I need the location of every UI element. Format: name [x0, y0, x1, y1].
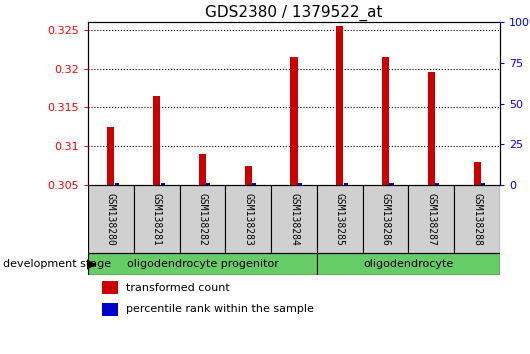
- Text: GSM138282: GSM138282: [198, 193, 207, 245]
- Bar: [225, 185, 271, 253]
- Text: GSM138283: GSM138283: [243, 193, 253, 245]
- Bar: [180, 185, 225, 253]
- Bar: [382, 57, 389, 185]
- Bar: [409, 185, 454, 253]
- Bar: [390, 183, 394, 185]
- Bar: [290, 57, 298, 185]
- Bar: [102, 281, 118, 294]
- Bar: [252, 183, 256, 185]
- Bar: [271, 185, 317, 253]
- Bar: [115, 183, 119, 185]
- Bar: [206, 183, 210, 185]
- Bar: [199, 154, 206, 185]
- Text: GSM138281: GSM138281: [152, 193, 162, 245]
- Text: development stage: development stage: [3, 259, 111, 269]
- Bar: [428, 73, 435, 185]
- Bar: [343, 183, 348, 185]
- Text: ▶: ▶: [87, 257, 97, 270]
- Bar: [88, 253, 317, 275]
- Bar: [473, 162, 481, 185]
- Text: GSM138280: GSM138280: [106, 193, 116, 245]
- Bar: [245, 166, 252, 185]
- Text: GSM138285: GSM138285: [335, 193, 345, 245]
- Text: GSM138288: GSM138288: [472, 193, 482, 245]
- Bar: [134, 185, 180, 253]
- Bar: [88, 185, 134, 253]
- Title: GDS2380 / 1379522_at: GDS2380 / 1379522_at: [205, 5, 383, 21]
- Text: GSM138284: GSM138284: [289, 193, 299, 245]
- Text: percentile rank within the sample: percentile rank within the sample: [126, 304, 314, 314]
- Bar: [161, 183, 165, 185]
- Bar: [363, 185, 409, 253]
- Bar: [336, 26, 343, 185]
- Bar: [317, 185, 363, 253]
- Bar: [298, 183, 302, 185]
- Bar: [153, 96, 160, 185]
- Bar: [435, 183, 439, 185]
- Bar: [454, 185, 500, 253]
- Text: GSM138286: GSM138286: [381, 193, 391, 245]
- Bar: [317, 253, 500, 275]
- Text: GSM138287: GSM138287: [426, 193, 436, 245]
- Text: transformed count: transformed count: [126, 283, 230, 293]
- Text: oligodendrocyte: oligodendrocyte: [364, 259, 454, 269]
- Bar: [481, 183, 485, 185]
- Text: oligodendrocyte progenitor: oligodendrocyte progenitor: [127, 259, 278, 269]
- Bar: [107, 127, 114, 185]
- Bar: [102, 303, 118, 316]
